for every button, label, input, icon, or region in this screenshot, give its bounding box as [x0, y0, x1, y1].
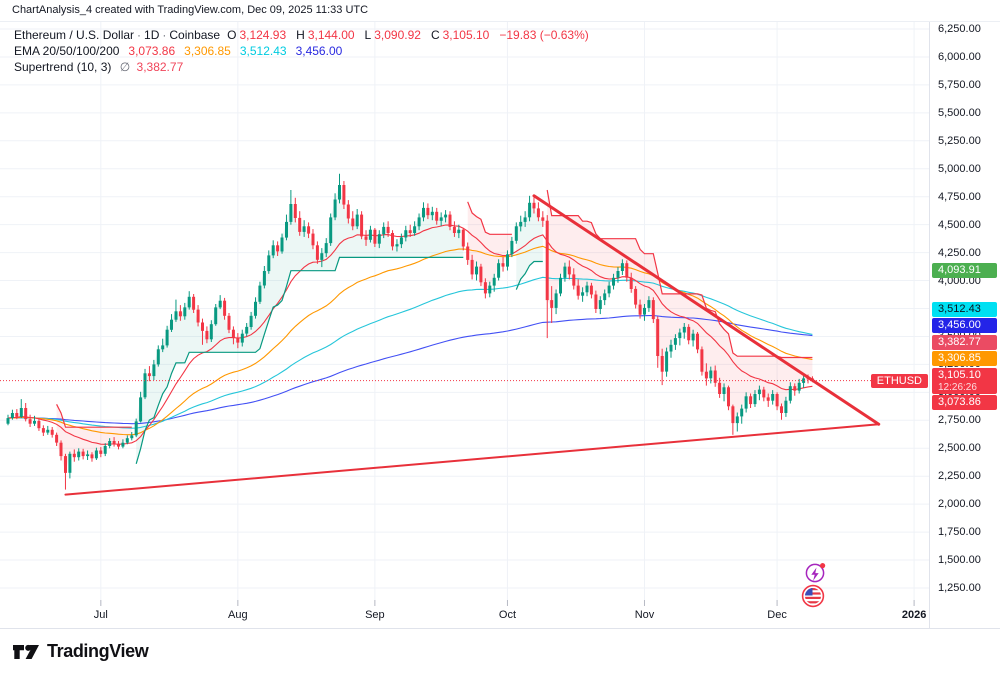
ohlc-value: L 3,090.92: [364, 28, 421, 42]
last-price-badge: 3,105.10 12:26:26: [932, 367, 997, 394]
legend-symbol-row[interactable]: Ethereum / U.S. Dollar · 1D · Coinbase O 3,124…: [14, 27, 592, 43]
price-axis-label: 1,250.00: [938, 582, 981, 594]
supertrend-line: [135, 256, 464, 464]
legend-supertrend-row[interactable]: Supertrend (10, 3) ∅ 3,382.77: [14, 59, 592, 75]
indicator-price-badge: 3,073.86: [932, 395, 997, 411]
time-axis-label-2026: 2026: [901, 609, 927, 621]
candles: [6, 173, 814, 490]
ema-value: 3,306.85: [184, 44, 231, 58]
price-axis-label: 1,750.00: [938, 526, 981, 539]
separator: ·: [162, 28, 167, 42]
supertrend-line: [56, 404, 132, 428]
tradingview-logo[interactable]: TradingView: [12, 641, 149, 662]
legend-ema-row[interactable]: EMA 20/50/100/200 3,073.86 3,306.85 3,512.4…: [14, 43, 592, 59]
separator: ·: [137, 28, 142, 42]
time-axis-label-oct: Oct: [498, 609, 517, 621]
price-axis-label: 2,000.00: [938, 498, 981, 511]
price-axis[interactable]: 1,250.00 1,500.00 1,750.00 2,000.00 2,250.00…: [929, 22, 1000, 628]
change-value: −19.83 (−0.63%): [499, 28, 589, 42]
time-axis-label-sep: Sep: [365, 609, 385, 621]
price-axis-label: 6,250.00: [938, 23, 981, 35]
indicator-price-badge: 4,093.91: [932, 262, 997, 278]
interval-label: 1D: [144, 28, 160, 42]
indicator-price-badge: 3,456.00: [932, 318, 997, 334]
chart-legend: Ethereum / U.S. Dollar · 1D · Coinbase O 3,124…: [14, 27, 592, 75]
price-chart-canvas[interactable]: [0, 0, 929, 628]
bar-countdown: 12:26:26: [938, 381, 977, 393]
symbol-tag-text: ETHUSD: [876, 374, 922, 387]
ohlc-value: C 3,105.10: [430, 28, 490, 42]
tradingview-logo-icon: [13, 644, 39, 659]
indicator-price-badge: 3,306.85: [932, 351, 997, 367]
symbol-title: Ethereum / U.S. Dollar: [14, 28, 135, 42]
indicator-price-badge: 3,382.77: [932, 334, 997, 350]
price-axis-label: 1,500.00: [938, 554, 981, 567]
price-axis-label: 5,000.00: [938, 162, 981, 175]
us-economic-event-icon[interactable]: [801, 584, 825, 608]
time-axis-label-jul: Jul: [93, 609, 108, 621]
price-axis-label: 5,750.00: [938, 78, 981, 91]
price-axis-label: 5,250.00: [938, 134, 981, 147]
indicator-price-badge: 3,512.43: [932, 301, 997, 317]
time-axis-label-dec: Dec: [767, 609, 787, 621]
time-axis-label-nov: Nov: [634, 609, 655, 621]
supertrend-label: Supertrend (10, 3): [14, 60, 112, 74]
ema-50-line: [7, 245, 813, 436]
time-axis-label-aug: Aug: [228, 609, 248, 621]
price-axis-label: 2,500.00: [938, 442, 981, 455]
tradingview-logo-text: TradingView: [47, 641, 149, 661]
price-axis-label: 2,250.00: [938, 470, 981, 483]
ema-label: EMA 20/50/100/200: [14, 44, 120, 58]
footer: TradingView: [0, 628, 1000, 678]
time-axis[interactable]: Jul Aug Sep Oct Nov Dec 2026: [0, 606, 1000, 628]
price-axis-label: 6,000.00: [938, 50, 981, 63]
supertrend-value: 3,382.77: [136, 60, 184, 74]
price-axis-label: 5,500.00: [938, 106, 981, 119]
price-axis-label: 4,500.00: [938, 218, 981, 231]
ema-200-line: [7, 315, 813, 425]
exchange-label: Coinbase: [169, 28, 221, 42]
price-axis-label: 2,750.00: [938, 414, 981, 427]
supertrend-empty-icon: ∅: [119, 60, 131, 74]
symbol-price-tag: ETHUSD: [870, 373, 928, 388]
supertrend-line: [515, 260, 543, 290]
ohlc-value: O 3,124.93: [227, 28, 287, 42]
ohlc-value: H 3,144.00: [296, 28, 355, 42]
flash-event-icon[interactable]: [805, 563, 826, 583]
price-axis-label: 4,250.00: [938, 246, 981, 259]
supertrend-line: [467, 201, 512, 235]
trend-line[interactable]: [64, 423, 880, 496]
trend-line[interactable]: [532, 194, 881, 426]
price-axis-label: 4,750.00: [938, 190, 981, 203]
ema-value: 3,456.00: [295, 44, 343, 58]
ema-value: 3,073.86: [128, 44, 176, 58]
export-title: ChartAnalysis_4 created with TradingView…: [0, 0, 1000, 22]
price-axis-label: 4,000.00: [938, 274, 981, 287]
ema-value: 3,512.43: [239, 44, 287, 58]
